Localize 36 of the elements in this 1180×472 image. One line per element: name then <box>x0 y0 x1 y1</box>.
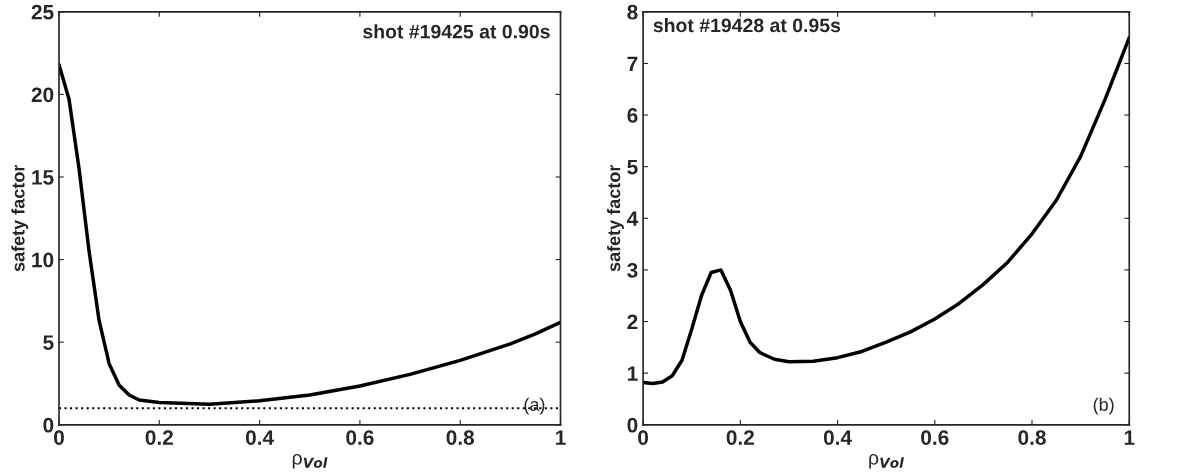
x-tick-label: 1 <box>556 430 566 445</box>
x-tick-label: 0 <box>638 430 649 445</box>
y-tick-label: 4 <box>626 211 639 226</box>
y-tick-label: 20 <box>31 87 54 103</box>
y-tick-label: 5 <box>43 335 54 350</box>
y-tick-label: 15 <box>32 170 54 185</box>
y-tick-label: 7 <box>627 56 638 71</box>
x-axis-title: ρ$_{Vol}$ <box>869 454 904 469</box>
x-tick-label: 0.6 <box>346 430 374 445</box>
y-tick-label: 0 <box>43 417 54 433</box>
y-tick-label: 2 <box>627 314 638 330</box>
annotation: (b) <box>1093 397 1114 415</box>
y-tick-label: 0 <box>627 417 638 433</box>
y-tick-label: 25 <box>31 4 54 20</box>
y-tick-label: 3 <box>627 262 638 278</box>
x-tick-label: 0.4 <box>823 430 852 445</box>
x-tick-label: 0.2 <box>145 430 173 445</box>
y-tick-label: 8 <box>627 4 638 20</box>
annotation: (a) <box>524 397 545 415</box>
y-tick-label: 10 <box>32 252 54 268</box>
x-tick-label: 0.8 <box>446 430 475 445</box>
y-axis-title: safety factor <box>11 164 29 272</box>
x-tick-label: 1 <box>1124 430 1135 445</box>
y-tick-label: 6 <box>627 108 638 123</box>
annotation: shot #19425 at 0.90s <box>363 24 550 39</box>
annotation: shot #19428 at 0.95s <box>653 17 841 33</box>
x-tick-label: 0.6 <box>921 430 949 445</box>
x-tick-label: 0.4 <box>245 430 274 445</box>
y-axis-title: safety factor <box>607 164 624 272</box>
y-tick-label: 1 <box>627 366 638 381</box>
x-axis-title: ρ$_{Vol}$ <box>292 454 328 469</box>
line-series <box>643 35 1130 386</box>
x-tick-label: 0 <box>54 430 64 445</box>
y-tick-label: 5 <box>627 159 638 175</box>
x-tick-label: 0.2 <box>726 430 754 445</box>
x-tick-label: 0.8 <box>1018 430 1046 445</box>
